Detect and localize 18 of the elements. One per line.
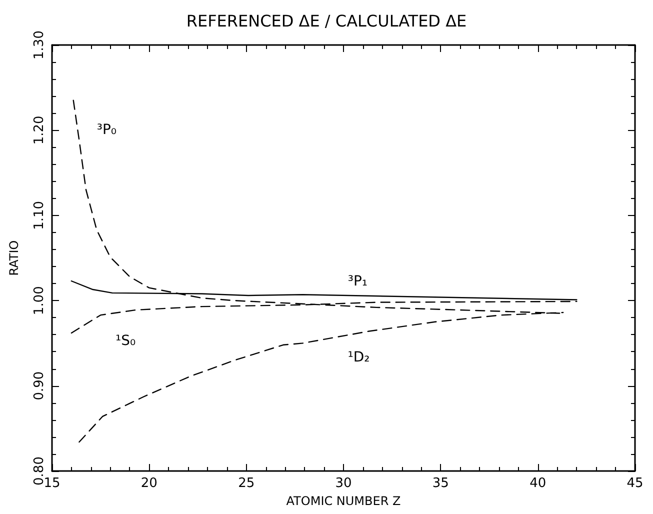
y-axis-title: RATIO [7, 240, 21, 276]
y-tick-label: 1.00 [32, 286, 47, 316]
series-label: ¹S₀ [116, 333, 136, 350]
x-tick-label: 35 [432, 476, 449, 491]
x-tick-label: 20 [140, 476, 158, 491]
x-tick-label: 40 [530, 476, 546, 491]
y-tick-label: 1.20 [32, 116, 47, 145]
series-label: ³P₁ [348, 274, 368, 290]
x-tick-label: 30 [335, 476, 352, 491]
x-tick-label: 25 [238, 476, 255, 491]
y-tick-label: 1.10 [32, 200, 47, 230]
x-axis-title: ATOMIC NUMBER Z [286, 494, 401, 508]
x-tick-label: 45 [626, 476, 644, 491]
y-tick-label: 0.90 [32, 371, 47, 400]
chart-title: REFERENCED ΔE / CALCULATED ΔE [186, 12, 467, 30]
series-label: ¹D₂ [348, 349, 370, 366]
y-tick-label: 1.30 [32, 30, 47, 60]
series-label: ³P₀ [96, 122, 117, 138]
